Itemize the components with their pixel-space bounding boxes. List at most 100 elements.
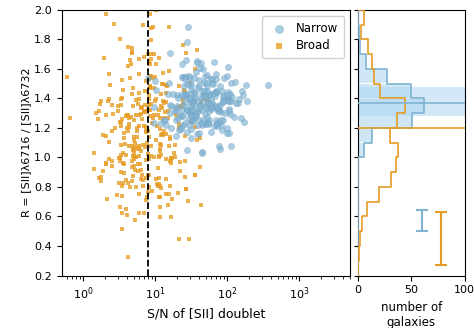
Narrow: [171, 109, 179, 114]
Narrow: [213, 120, 220, 125]
Broad: [167, 134, 174, 140]
Broad: [157, 143, 165, 148]
Narrow: [214, 107, 222, 112]
Broad: [146, 103, 153, 108]
Narrow: [212, 117, 219, 123]
Broad: [126, 144, 133, 149]
Broad: [130, 134, 138, 140]
Broad: [152, 74, 159, 80]
Broad: [114, 109, 121, 114]
Narrow: [186, 74, 193, 80]
Broad: [102, 112, 110, 117]
Y-axis label: R = [SII]λ6716 / [SII]λ6732: R = [SII]λ6716 / [SII]λ6732: [21, 68, 31, 217]
Broad: [174, 104, 182, 110]
Broad: [128, 179, 136, 184]
Broad: [102, 161, 110, 166]
Broad: [182, 89, 189, 94]
Broad: [118, 210, 126, 215]
Broad: [141, 110, 148, 115]
Broad: [191, 67, 199, 72]
Narrow: [192, 113, 200, 119]
Broad: [148, 120, 156, 126]
Broad: [107, 82, 114, 88]
Broad: [161, 129, 168, 134]
Broad: [197, 135, 204, 140]
Broad: [154, 165, 162, 170]
Legend: Narrow, Broad: Narrow, Broad: [262, 16, 344, 58]
Broad: [137, 176, 145, 181]
Narrow: [212, 89, 219, 94]
Broad: [120, 170, 128, 175]
Broad: [132, 155, 139, 160]
Broad: [182, 133, 189, 139]
Broad: [162, 99, 170, 105]
Broad: [153, 96, 160, 102]
Broad: [155, 175, 163, 181]
Broad: [129, 86, 137, 91]
Narrow: [181, 99, 189, 104]
Broad: [156, 127, 164, 132]
Narrow: [196, 130, 203, 135]
Broad: [136, 191, 143, 196]
Broad: [145, 190, 152, 195]
Broad: [160, 100, 168, 106]
Broad: [147, 25, 155, 31]
Broad: [128, 158, 136, 164]
Narrow: [204, 119, 212, 124]
Broad: [167, 155, 175, 160]
Broad: [128, 114, 135, 119]
Narrow: [219, 98, 227, 103]
Broad: [133, 134, 141, 140]
Broad: [128, 91, 136, 96]
Broad: [118, 78, 126, 83]
Narrow: [165, 81, 173, 86]
Broad: [137, 149, 145, 154]
Narrow: [238, 88, 246, 93]
Narrow: [204, 98, 212, 104]
Narrow: [182, 121, 189, 126]
Broad: [146, 85, 154, 90]
Narrow: [196, 106, 203, 111]
Broad: [136, 56, 143, 61]
Narrow: [198, 120, 206, 125]
Narrow: [174, 116, 182, 121]
Broad: [115, 156, 123, 161]
Narrow: [189, 98, 196, 103]
Broad: [103, 196, 110, 201]
Broad: [66, 116, 73, 121]
Narrow: [178, 126, 185, 132]
Broad: [166, 136, 174, 142]
Broad: [174, 191, 182, 196]
Broad: [157, 91, 165, 96]
Broad: [155, 155, 163, 160]
Broad: [179, 97, 187, 103]
Narrow: [179, 122, 186, 128]
Broad: [182, 186, 190, 191]
Broad: [118, 193, 126, 198]
Narrow: [187, 82, 194, 87]
Broad: [129, 153, 137, 158]
Narrow: [225, 131, 232, 136]
Broad: [148, 188, 156, 193]
Broad: [165, 25, 173, 30]
Broad: [197, 203, 205, 208]
Broad: [105, 139, 112, 145]
Broad: [145, 156, 153, 161]
Broad: [171, 142, 179, 148]
Narrow: [208, 101, 216, 106]
Broad: [105, 96, 113, 102]
Broad: [125, 124, 133, 129]
Narrow: [234, 100, 242, 106]
Narrow: [213, 105, 221, 110]
Broad: [117, 205, 124, 210]
Broad: [156, 146, 164, 151]
Broad: [102, 11, 110, 16]
Broad: [125, 128, 132, 133]
Narrow: [219, 88, 226, 93]
Narrow: [206, 105, 214, 111]
Narrow: [215, 108, 223, 113]
Broad: [135, 102, 142, 107]
Narrow: [189, 118, 196, 123]
Broad: [135, 153, 142, 158]
Broad: [136, 112, 143, 117]
